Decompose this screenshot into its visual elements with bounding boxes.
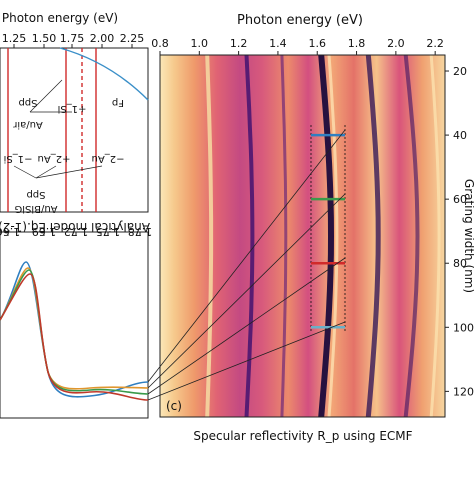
annotation-label: Au/air xyxy=(12,119,42,130)
x-tick-label: 2.00 xyxy=(90,32,115,45)
heatmap-x-ticks: 0.8 1.0 1.2 1.4 1.6 1.8 2.0 2.2 xyxy=(151,37,444,55)
annotation-label: −1_Si xyxy=(4,153,33,164)
y-tick-label: 60 xyxy=(453,193,467,206)
resonance-band xyxy=(244,55,255,417)
x-tick-label: 2.25 xyxy=(120,32,145,45)
x-tick-label: 1.75 xyxy=(96,225,121,238)
y-tick-label: 100 xyxy=(453,321,474,334)
annotation-pointer xyxy=(35,165,57,179)
x-tick-label: 2.0 xyxy=(387,37,405,50)
connector-line xyxy=(147,321,346,401)
x-tick-label: 1.75 xyxy=(60,32,85,45)
x-tick-label: 1.6 xyxy=(308,37,326,50)
x-tick-label: 1.2 xyxy=(230,37,248,50)
annotation-label: Spp xyxy=(18,97,37,108)
connector-lines xyxy=(147,129,346,401)
annotation-label: −2_Au xyxy=(92,153,125,164)
connector-line xyxy=(147,129,346,383)
annotation-pointer xyxy=(29,79,63,113)
resonance-band xyxy=(205,55,214,417)
annotation-label: +1_Si xyxy=(58,103,87,114)
connector-line xyxy=(147,193,346,389)
resonance-band xyxy=(318,55,335,417)
heatmap-title: Photon energy (eV) xyxy=(237,13,363,28)
connector-line xyxy=(147,257,346,395)
resonance-band xyxy=(327,55,339,417)
y-tick-label: 40 xyxy=(453,129,467,142)
lineplot-x-ticks: 1.66 1.69 1.72 1.75 1.78 xyxy=(0,225,152,238)
resonance-band xyxy=(429,55,441,417)
resonance-band xyxy=(365,55,381,417)
analytical-annotations: Fp Spp Au/air +1_Si −1_Si +2_Au −2_Au Spp Au/BiS… xyxy=(4,97,125,214)
fp-curve xyxy=(59,47,149,101)
panel-label: (c) xyxy=(166,399,182,413)
spectrum-line xyxy=(0,273,149,401)
x-tick-label: 1.8 xyxy=(348,37,366,50)
x-tick-label: 1.0 xyxy=(191,37,209,50)
y-tick-label: 80 xyxy=(453,257,467,270)
analytical-caption: Analytical model Eq.(1-2) xyxy=(0,220,150,234)
x-tick-label: 0.8 xyxy=(151,37,169,50)
analytical-panel: Photon energy (eV) 1.25 1.50 1.75 2.00 2.25 … xyxy=(0,11,150,234)
x-tick-label: 1.50 xyxy=(32,32,57,45)
annotation-pointer xyxy=(13,165,37,179)
annotation-label: Spp xyxy=(26,189,45,200)
annotation-pointer xyxy=(35,165,103,179)
x-tick-label: 1.4 xyxy=(269,37,287,50)
x-tick-label: 1.25 xyxy=(2,32,27,45)
analytical-title: Photon energy (eV) xyxy=(2,11,118,25)
lineplot-series xyxy=(0,261,149,401)
x-tick-label: 1.69 xyxy=(32,225,57,238)
x-tick-label: 1.66 xyxy=(0,225,20,238)
lineplot-panel: 1.66 1.69 1.72 1.75 1.78 xyxy=(0,225,152,419)
heatmap-frame xyxy=(159,54,446,418)
resonance-band xyxy=(280,55,288,417)
x-tick-label: 1.78 xyxy=(128,225,153,238)
annotation-label: Fp xyxy=(112,97,124,108)
heatmap-xlabel: Specular reflectivity R_p using ECMF xyxy=(193,429,412,443)
heatmap-ylabel: Grating width (nm) xyxy=(462,179,474,293)
analytical-frame xyxy=(0,47,149,213)
x-tick-label: 2.2 xyxy=(426,37,444,50)
annotation-label: +2_Au xyxy=(38,153,71,164)
y-tick-label: 120 xyxy=(453,385,474,398)
y-tick-label: 20 xyxy=(453,65,467,78)
heatmap-y-ticks: 20 40 60 80 100 120 xyxy=(445,65,474,398)
resonance-band xyxy=(403,55,420,417)
annotation-label: Au/BiSiG xyxy=(14,203,57,214)
heatmap-bands xyxy=(205,55,441,417)
x-tick-label: 1.72 xyxy=(64,225,89,238)
heatmap-panel: 0.8 1.0 1.2 1.4 1.6 1.8 2.0 2.2 Photon energy (… xyxy=(151,13,474,443)
analytical-x-ticks: 1.25 1.50 1.75 2.00 2.25 xyxy=(2,32,145,48)
